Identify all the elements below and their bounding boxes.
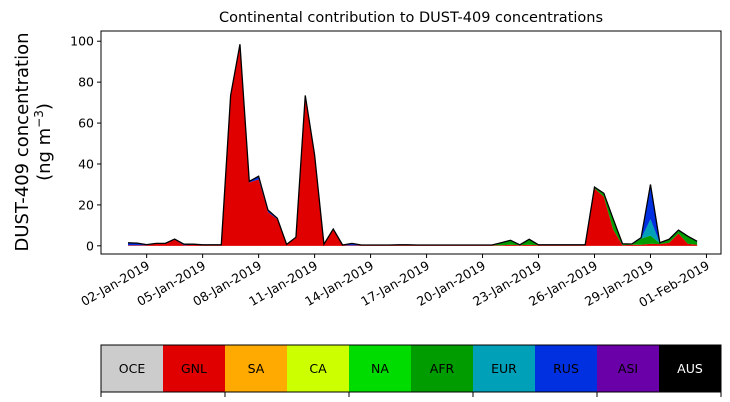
axes: 02040608010002-Jan-201905-Jan-201908-Jan… [70,30,722,310]
total-outline [127,44,698,247]
legend-swatch-aus [659,345,721,392]
y-tick-label: 20 [78,197,94,212]
y-tick-label: 80 [78,75,94,90]
plot-area [127,44,698,247]
legend-label-ca: CA [309,361,327,376]
legend-label-sa: SA [248,361,265,376]
axes-frame [100,30,722,255]
legend-label-gnl: GNL [181,361,207,376]
legend: OCE GNL SA CA NA AFR EUR RUS ASI AUS [100,344,722,397]
legend-swatch-oce [101,345,163,392]
legend-label-oce: OCE [119,361,146,376]
legend-label-asi: ASI [618,361,638,376]
legend-swatch-sa [225,345,287,392]
legend-swatch-rus [535,345,597,392]
chart-title: Continental contribution to DUST-409 con… [219,10,603,26]
legend-swatch-eur [473,345,535,392]
y-axis-label-line1: DUST-409 concentration [12,32,33,251]
y-axis-label: DUST-409 concentration (ng m−3) [12,32,55,251]
area-series-gnl [128,45,698,246]
y-tick-label: 40 [78,156,94,171]
legend-swatch-na [349,345,411,392]
legend-swatch-asi [597,345,659,392]
y-tick-label: 100 [70,34,94,49]
y-axis-label-unit: (ng m [34,128,55,181]
y-axis-label-line2: (ng m−3) [32,103,55,181]
legend-frame [100,344,722,393]
y-axis-label-close: ) [34,103,55,110]
legend-swatch-afr [411,345,473,392]
legend-label-na: NA [371,361,389,376]
y-tick-label: 60 [78,116,94,131]
legend-label-rus: RUS [553,361,579,376]
legend-swatch-gnl [163,345,225,392]
legend-label-eur: EUR [491,361,517,376]
legend-label-aus: AUS [677,361,703,376]
legend-label-afr: AFR [430,361,455,376]
y-tick-label: 0 [86,238,94,253]
y-axis-label-exponent: −3 [32,110,46,128]
legend-swatch-ca [287,345,349,392]
